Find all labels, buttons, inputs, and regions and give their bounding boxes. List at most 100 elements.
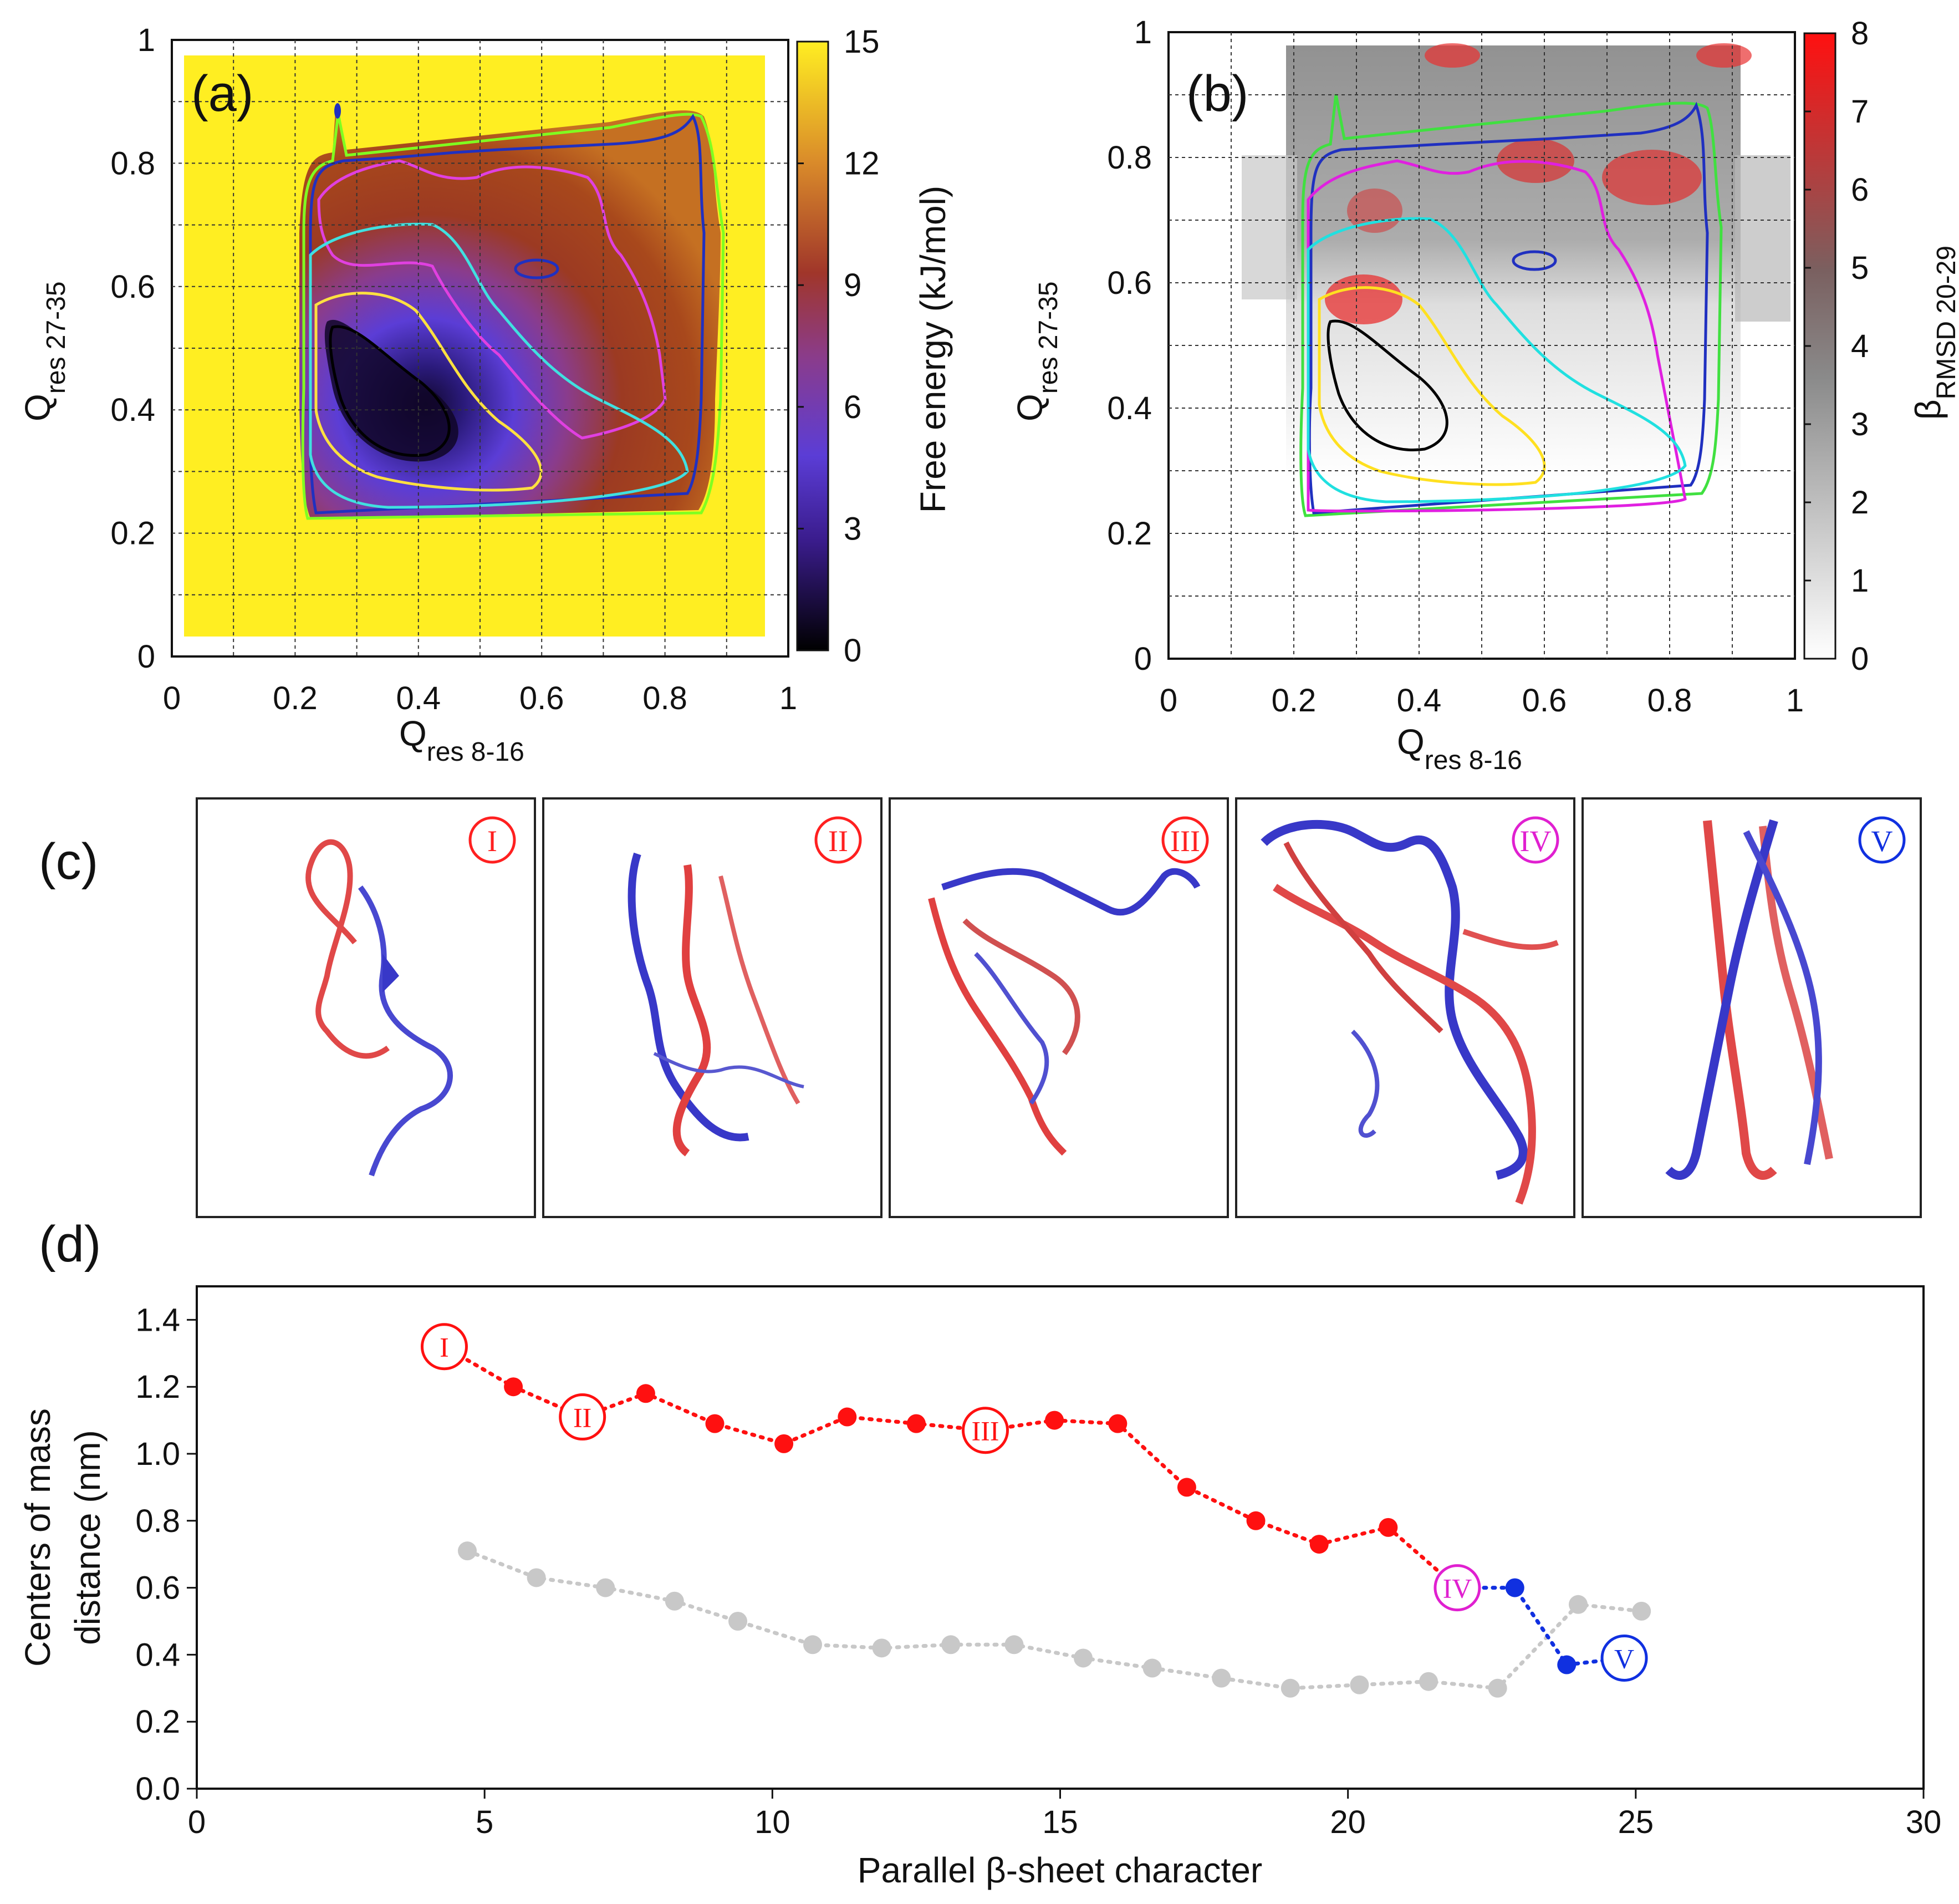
panel-a-y-tick-label: 0.6 bbox=[110, 269, 155, 305]
annotation-circle bbox=[962, 1407, 1009, 1454]
panel-c: (c) I II III bbox=[39, 797, 1922, 1218]
x-tick-label: 15 bbox=[1042, 1804, 1078, 1840]
data-point-red bbox=[636, 1384, 655, 1403]
contour-b-yellow bbox=[1318, 286, 1546, 486]
data-point-gray bbox=[1281, 1678, 1300, 1698]
y-tick-label: 1.4 bbox=[135, 1302, 180, 1338]
contour-b-blue-island bbox=[1512, 250, 1557, 271]
annotation-circle bbox=[420, 1323, 468, 1371]
panel-b: 0 0.2 0.4 0.6 0.8 1 0 0.2 0.4 0.6 0.8 1 (b) Qres 8-… bbox=[1010, 14, 1959, 775]
panel-d: (d) 0 5 10 15 20 25 30 0.0 0.2 0.4 0.6 0.8 1.0 1.2 1.4… bbox=[18, 1216, 1941, 1890]
panel-b-y-tick-label: 0.6 bbox=[1107, 265, 1152, 301]
x-tick-label: 5 bbox=[476, 1804, 493, 1840]
data-point-gray bbox=[872, 1638, 891, 1658]
panel-b-cb-tick-label: 2 bbox=[1851, 485, 1869, 521]
structure-badge bbox=[1512, 816, 1559, 864]
annotation-label: II bbox=[573, 1402, 591, 1433]
panel-b-xlabel: Qres 8-16 bbox=[1397, 722, 1522, 775]
data-point-red bbox=[705, 1414, 725, 1433]
panel-b-colorbar-ticks: 0 1 2 3 4 5 6 7 8 bbox=[1804, 16, 1869, 677]
panel-a-cb-tick-label: 15 bbox=[844, 24, 880, 60]
y-tick-label: 0.4 bbox=[135, 1637, 180, 1673]
panel-b-y-tick-label: 1 bbox=[1134, 14, 1152, 50]
y-tick-label: 0.8 bbox=[135, 1503, 180, 1539]
panel-a-y-tick-label: 0.2 bbox=[110, 516, 155, 552]
x-tick-label: 10 bbox=[754, 1804, 790, 1840]
y-tick-label: 0.0 bbox=[135, 1771, 180, 1807]
annotation-circle bbox=[1433, 1564, 1481, 1612]
structure-badge bbox=[468, 816, 516, 864]
panel-d-xlabel: Parallel β-sheet character bbox=[858, 1850, 1262, 1890]
panel-a-cb-tick-label: 12 bbox=[844, 146, 880, 182]
panel-a-x-tick-label: 0.8 bbox=[642, 680, 687, 716]
contour-b-green bbox=[1299, 94, 1723, 517]
contour-blue-spot bbox=[334, 103, 341, 119]
data-point-gray bbox=[728, 1612, 748, 1631]
panel-b-rmsd-left bbox=[1242, 155, 1297, 299]
panel-d-ylabel-line1: Centers of mass bbox=[18, 1408, 58, 1667]
structure-id: II bbox=[828, 824, 848, 858]
annotation-circle bbox=[559, 1393, 606, 1441]
structure-id: III bbox=[1170, 824, 1200, 858]
panel-c-label: (c) bbox=[39, 833, 98, 890]
panel-b-ticks: 0 0.2 0.4 0.6 0.8 1 0 0.2 0.4 0.6 0.8 1 bbox=[1107, 14, 1804, 719]
data-point-blue bbox=[1505, 1578, 1524, 1597]
panel-b-red-region-3 bbox=[1602, 150, 1702, 205]
panel-d-series bbox=[442, 1345, 1651, 1698]
data-point-gray bbox=[596, 1578, 615, 1597]
panel-b-x-tick-label: 0.8 bbox=[1647, 683, 1692, 719]
panel-b-x-tick-label: 0.4 bbox=[1397, 683, 1442, 719]
panel-b-y-tick-label: 0.2 bbox=[1107, 516, 1152, 552]
panel-b-cb-tick-label: 5 bbox=[1851, 250, 1869, 286]
structure-id: V bbox=[1871, 824, 1893, 858]
data-point-red bbox=[774, 1434, 794, 1453]
contour-b-black bbox=[1327, 319, 1448, 451]
data-point-gray bbox=[1488, 1678, 1507, 1698]
structure-box-II: II bbox=[542, 797, 882, 1218]
structure-id: IV bbox=[1520, 824, 1552, 858]
data-point-gray bbox=[1569, 1595, 1588, 1614]
panel-b-cb-tick-label: 8 bbox=[1851, 16, 1869, 52]
panel-b-y-tick-label: 0 bbox=[1134, 641, 1152, 677]
panel-a-x-tick-label: 0 bbox=[163, 680, 181, 716]
data-point-red bbox=[1045, 1411, 1064, 1430]
x-tick-label: 0 bbox=[188, 1804, 206, 1840]
panel-b-x-tick-label: 0.6 bbox=[1522, 683, 1567, 719]
panel-b-red-region-4 bbox=[1425, 43, 1480, 68]
data-point-gray bbox=[665, 1591, 684, 1611]
panel-b-cb-tick-label: 3 bbox=[1851, 406, 1869, 442]
free-energy-surface bbox=[299, 110, 721, 519]
panel-a-cb-tick-label: 9 bbox=[844, 267, 861, 303]
data-point-gray bbox=[803, 1635, 823, 1654]
y-tick-label: 0.6 bbox=[135, 1570, 180, 1606]
contour-blue bbox=[308, 114, 706, 515]
x-tick-label: 25 bbox=[1618, 1804, 1654, 1840]
panel-a-y-tick-label: 0.4 bbox=[110, 392, 155, 428]
panel-b-red-region-6 bbox=[1347, 189, 1402, 233]
panel-b-x-tick-label: 0 bbox=[1160, 683, 1177, 719]
structure-badge bbox=[1858, 816, 1906, 864]
panel-a-colorbar-label: Free energy (kJ/mol) bbox=[913, 186, 953, 513]
data-point-gray bbox=[941, 1635, 961, 1654]
structure-box-V: V bbox=[1582, 797, 1922, 1218]
panel-b-ylabel: Qres 27-35 bbox=[1010, 281, 1063, 421]
data-point-gray bbox=[458, 1541, 477, 1561]
x-tick-label: 20 bbox=[1330, 1804, 1366, 1840]
panel-a-y-tick-label: 1 bbox=[137, 22, 155, 58]
panel-a-y-tick-label: 0 bbox=[137, 639, 155, 675]
contour-blue-island bbox=[514, 258, 559, 279]
panel-a-xlabel: Qres 8-16 bbox=[399, 714, 524, 767]
data-point-gray bbox=[1074, 1648, 1093, 1668]
panel-b-red-region-1 bbox=[1325, 274, 1402, 324]
y-tick-label: 0.2 bbox=[135, 1704, 180, 1740]
panel-b-cb-tick-label: 6 bbox=[1851, 172, 1869, 208]
panel-a-x-tick-label: 0.4 bbox=[396, 680, 441, 716]
panel-a-x-tick-label: 1 bbox=[779, 680, 797, 716]
panel-b-cb-tick-label: 0 bbox=[1851, 641, 1869, 677]
panel-b-cb-tick-label: 1 bbox=[1851, 563, 1869, 599]
contour-b-cyan bbox=[1307, 217, 1687, 503]
data-point-gray bbox=[1142, 1658, 1162, 1678]
panel-a: 0 0.2 0.4 0.6 0.8 1 0 0.2 0.4 0.6 0.8 1 (a) Qres 8-… bbox=[18, 22, 953, 767]
